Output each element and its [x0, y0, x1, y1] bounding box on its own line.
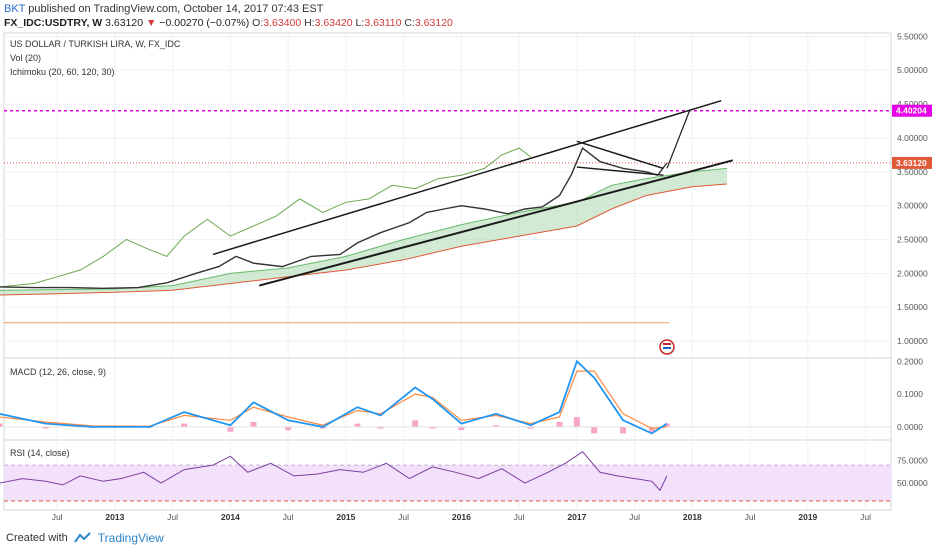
time-tick-label: Jul — [629, 512, 640, 522]
macd-histogram-bar — [556, 421, 563, 427]
projection-line — [666, 109, 691, 169]
macd-line — [0, 359, 668, 435]
open-label: O: — [252, 17, 264, 29]
macd-histogram-bar — [412, 420, 419, 427]
main-title: US DOLLAR / TURKISH LIRA, W, FX_IDC — [10, 39, 181, 49]
macd-histogram-bar — [591, 426, 598, 434]
chart-canvas[interactable]: Jul 2013 Jul 2014 Jul 2015 Jul 2016 Jul 2017 Jul 20… — [0, 0, 932, 528]
ichimoku-label: Ichimoku (20, 60, 120, 30) — [10, 67, 115, 77]
rsi-tick-label: 75.0000 — [897, 456, 928, 466]
time-tick-label: Jul — [283, 512, 294, 522]
macd-histogram-bar — [42, 426, 49, 429]
macd-histogram-bar — [285, 426, 292, 431]
time-tick-label: 2014 — [221, 512, 240, 522]
vol-label: Vol (20) — [10, 53, 41, 63]
price-tick-label: 5.00000 — [897, 65, 928, 75]
macd-histogram-bar — [458, 426, 465, 431]
time-tick-label: 2016 — [452, 512, 471, 522]
symbol-quote-line: FX_IDC:USDTRY, W 3.63120 ▼ −0.00270 (−0.… — [4, 17, 453, 29]
down-arrow-icon: ▼ — [146, 17, 157, 29]
macd-signal-line — [0, 370, 667, 430]
price-tick-label: 5.50000 — [897, 31, 928, 41]
rsi-label: RSI (14, close) — [10, 448, 70, 458]
macd-histogram-bar — [527, 426, 534, 429]
time-tick-label: Jul — [398, 512, 409, 522]
created-with-label: Created with — [6, 532, 68, 544]
time-tick-label: 2019 — [798, 512, 817, 522]
macd-histogram-bar — [377, 426, 384, 429]
channel-lower-trendline — [258, 159, 734, 287]
macd-histogram-bar — [663, 423, 670, 427]
lagging-span-line — [0, 147, 532, 288]
publish-text: published on TradingView.com, October 14… — [28, 3, 324, 15]
us-flag-icon[interactable] — [659, 339, 675, 355]
rsi-tick-label: 50.0000 — [897, 478, 928, 488]
macd-tick-label: 0.2000 — [897, 356, 923, 366]
close-label: C: — [404, 17, 415, 29]
time-tick-label: 2017 — [567, 512, 586, 522]
ichimoku-cloud — [0, 168, 727, 296]
footer: Created with TradingView — [6, 531, 164, 545]
last-price: 3.63120 — [105, 17, 144, 29]
open-value: 3.63400 — [263, 17, 302, 29]
last-price-badge-bg — [892, 156, 932, 169]
time-tick-label: 2013 — [105, 512, 124, 522]
price-pane[interactable] — [3, 32, 892, 359]
price-series-line — [0, 146, 668, 290]
triangle-top-line — [576, 140, 664, 170]
symbol: FX_IDC:USDTRY, W — [4, 17, 103, 29]
macd-histogram-bar — [429, 426, 436, 429]
price-tick-label: 1.00000 — [897, 336, 928, 346]
price-tick-label: 3.50000 — [897, 167, 928, 177]
price-tick-label: 2.00000 — [897, 268, 928, 278]
macd-histogram-bar — [648, 426, 655, 432]
close-value: 3.63120 — [414, 17, 453, 29]
price-tick-label: 2.50000 — [897, 235, 928, 245]
rsi-band — [4, 465, 891, 502]
publisher-user[interactable]: BKT — [4, 3, 26, 15]
price-change: −0.00270 (−0.07%) — [159, 17, 250, 29]
tradingview-logo-icon — [73, 532, 91, 543]
target-price-badge: 4.40204 — [896, 106, 927, 116]
rsi-line — [0, 451, 668, 492]
macd-histogram-bar — [573, 417, 580, 427]
time-tick-label: Jul — [860, 512, 871, 522]
price-tick-label: 4.00000 — [897, 133, 928, 143]
price-tick-label: 1.50000 — [897, 302, 928, 312]
target-price-badge-bg — [892, 104, 932, 117]
macd-histogram-bar — [227, 426, 234, 432]
macd-histogram-bar — [493, 425, 500, 427]
macd-tick-label: 0.1000 — [897, 389, 923, 399]
macd-histogram-bar — [620, 426, 627, 434]
macd-label: MACD (12, 26, close, 9) — [10, 367, 106, 377]
last-price-badge: 3.63120 — [896, 158, 927, 168]
tradingview-brand[interactable]: TradingView — [97, 531, 164, 545]
high-label: H: — [304, 17, 315, 29]
publish-info: BKT published on TradingView.com, Octobe… — [4, 3, 323, 15]
macd-tick-label: 0.0000 — [897, 422, 923, 432]
high-value: 3.63420 — [314, 17, 353, 29]
price-tick-label: 3.00000 — [897, 201, 928, 211]
time-tick-label: 2018 — [683, 512, 702, 522]
low-value: 3.63110 — [364, 17, 402, 29]
macd-histogram-bar — [181, 423, 188, 427]
time-tick-label: Jul — [745, 512, 756, 522]
low-label: L: — [355, 17, 365, 29]
macd-histogram-bar — [0, 423, 3, 427]
channel-upper-trendline — [212, 99, 722, 256]
time-tick-label: Jul — [167, 512, 178, 522]
triangle-bottom-line — [576, 166, 664, 176]
macd-histogram-bar — [250, 421, 257, 427]
price-tick-label: 4.50000 — [897, 99, 928, 109]
time-tick-label: 2015 — [336, 512, 355, 522]
time-tick-label: Jul — [514, 512, 525, 522]
macd-histogram-bar — [354, 423, 361, 427]
cloud-lower-line — [0, 183, 728, 296]
time-tick-label: Jul — [52, 512, 63, 522]
